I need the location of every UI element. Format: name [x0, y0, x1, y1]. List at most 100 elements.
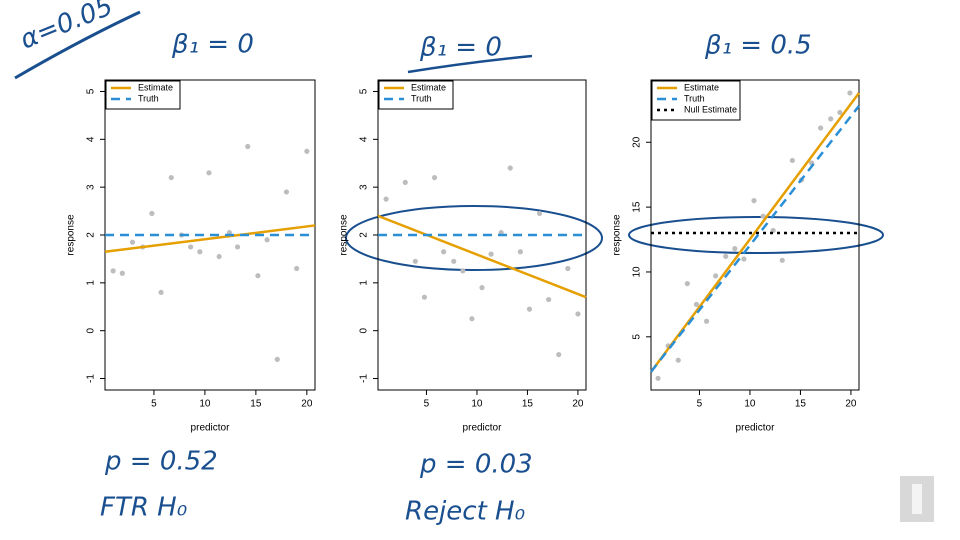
beta-note: β₁ = 0 — [171, 30, 254, 60]
x-tick-label: 5 — [151, 399, 157, 410]
data-point — [234, 244, 241, 250]
y-tick-label: 0 — [359, 327, 370, 333]
y-tick-label: 15 — [632, 201, 643, 213]
y-tick-label: 4 — [359, 136, 370, 142]
data-point — [479, 285, 485, 291]
data-point — [129, 239, 136, 245]
data-point — [507, 165, 513, 171]
y-tick-label: 5 — [359, 88, 370, 94]
fit-line — [104, 224, 316, 253]
data-point — [216, 253, 222, 260]
plot-frame — [650, 79, 860, 391]
y-tick-label: 20 — [632, 136, 643, 148]
beta-note: β₁ = 0.5 — [704, 31, 812, 61]
data-point — [283, 189, 290, 195]
beta-note: β₁ = 0 — [419, 33, 502, 63]
y-tick-label: 0 — [86, 327, 97, 333]
data-point — [723, 253, 729, 260]
x-tick-label: 15 — [522, 399, 534, 410]
data-point — [488, 251, 494, 257]
x-tick-label: 10 — [199, 399, 211, 410]
data-point — [460, 268, 466, 274]
data-point — [693, 301, 700, 307]
decision-note: Reject H₀ — [405, 497, 526, 527]
y-tick-label: 4 — [86, 136, 97, 142]
p-value-note: p = 0.03 — [419, 450, 533, 480]
data-point — [655, 375, 661, 381]
y-tick-label: 3 — [86, 184, 97, 190]
x-tick-label: 20 — [301, 399, 313, 410]
data-point — [451, 258, 457, 264]
data-point — [556, 351, 562, 358]
data-point — [536, 210, 543, 217]
data-point — [837, 109, 843, 116]
data-point — [675, 357, 681, 363]
data-point — [789, 157, 795, 164]
data-point — [741, 256, 747, 262]
data-point — [565, 265, 571, 272]
data-point — [412, 258, 418, 264]
x-axis-label: predictor — [191, 423, 231, 434]
legend-label: Truth — [138, 93, 159, 103]
data-point — [441, 249, 447, 255]
data-point — [264, 237, 270, 243]
data-point — [110, 268, 116, 274]
data-point — [421, 294, 428, 300]
x-tick-label: 15 — [795, 399, 807, 410]
y-axis-label: response — [66, 214, 77, 256]
fit-line — [650, 105, 860, 373]
y-tick-label: 5 — [86, 88, 97, 94]
y-tick-label: 2 — [359, 232, 370, 238]
y-tick-label: -1 — [359, 374, 370, 383]
y-tick-label: 3 — [359, 184, 370, 190]
ink-stroke — [14, 10, 141, 80]
legend-label: Estimate — [138, 82, 173, 92]
y-tick-label: 2 — [86, 232, 97, 238]
ink-ellipse — [628, 216, 884, 254]
data-point — [779, 257, 785, 263]
decision-note: FTR H₀ — [100, 493, 188, 523]
legend-box — [105, 80, 181, 110]
data-point — [713, 273, 719, 279]
data-point — [188, 244, 194, 250]
data-point — [770, 227, 776, 234]
data-point — [517, 249, 523, 255]
data-point — [206, 170, 212, 176]
y-axis-label: response — [612, 214, 623, 256]
data-point — [149, 210, 155, 217]
data-point — [575, 311, 581, 317]
logo-mark — [912, 484, 922, 514]
data-point — [703, 318, 710, 324]
x-tick-label: 10 — [744, 399, 756, 410]
data-point — [255, 273, 261, 279]
x-tick-label: 20 — [845, 399, 857, 410]
data-point — [119, 270, 125, 276]
x-tick-label: 20 — [572, 399, 584, 410]
data-point — [751, 198, 757, 204]
y-tick-label: -1 — [86, 374, 97, 383]
data-point — [197, 249, 203, 255]
legend-label: Estimate — [684, 82, 719, 92]
data-point — [304, 148, 310, 154]
legend-label: Estimate — [411, 82, 446, 92]
ink-stroke — [407, 54, 533, 74]
x-axis-label: predictor — [463, 423, 503, 434]
y-tick-label: 10 — [632, 266, 643, 278]
data-point — [383, 196, 389, 202]
x-axis-label: predictor — [736, 423, 776, 434]
data-point — [469, 316, 475, 322]
data-point — [818, 125, 824, 131]
data-point — [847, 90, 853, 96]
ink-ellipse — [345, 205, 603, 271]
y-tick-label: 1 — [86, 280, 97, 286]
x-tick-label: 10 — [471, 399, 483, 410]
data-point — [158, 289, 164, 296]
data-point — [526, 306, 533, 312]
data-point — [274, 356, 280, 362]
y-axis-label: response — [339, 214, 350, 256]
y-tick-label: 5 — [632, 334, 643, 340]
y-tick-label: 1 — [359, 280, 370, 286]
data-point — [546, 296, 552, 303]
legend-label: Truth — [684, 93, 705, 103]
